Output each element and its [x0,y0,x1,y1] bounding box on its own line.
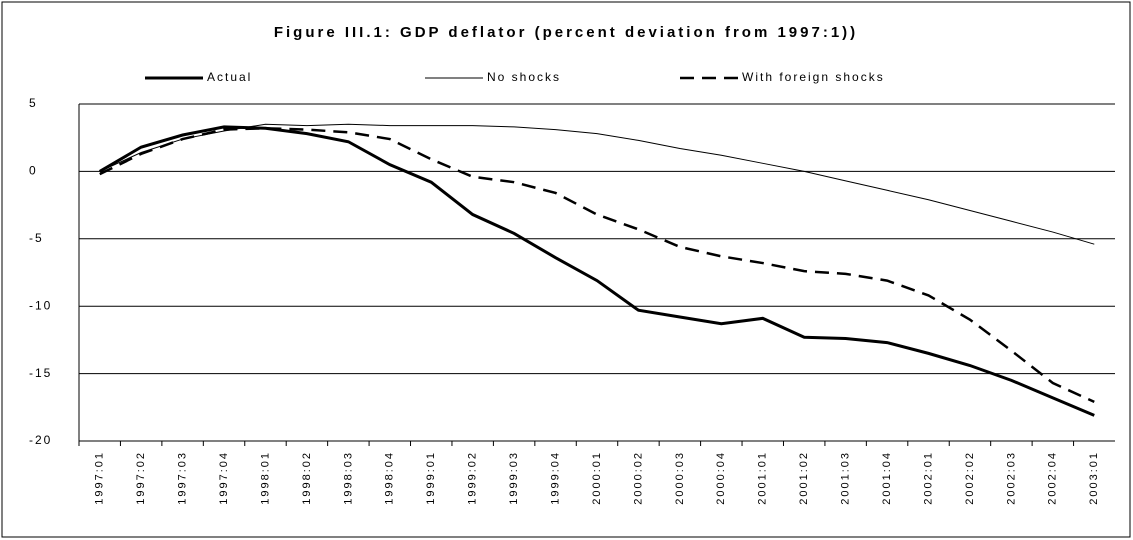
x-tick-label: 2001:01 [757,451,769,505]
x-tick-label: 1997:02 [135,451,147,505]
x-tick-label: 1998:01 [259,451,271,505]
x-tick-label: 1999:02 [467,451,479,505]
x-tick-label: 1999:01 [425,451,437,505]
x-tick-label: 2000:04 [715,451,727,505]
x-tick-label: 2001:02 [798,451,810,505]
y-tick-label: -15 [29,366,52,380]
series-line [99,123,1095,245]
chart-title: Figure III.1: GDP deflator (percent devi… [274,24,858,41]
x-tick-label: 1997:04 [218,451,230,505]
legend-label: No shocks [487,70,561,84]
series-line [99,127,1095,404]
x-tick-label: 1998:02 [301,451,313,505]
x-tick-label: 2001:03 [840,451,852,505]
y-tick-label: 0 [29,164,38,178]
x-tick-label: 2002:04 [1047,451,1059,505]
x-tick-label: 2000:02 [632,451,644,505]
legend-label: Actual [207,70,252,84]
x-tick-label: 2003:01 [1088,451,1100,505]
y-tick-label: -20 [29,433,52,447]
x-tick-label: 2002:02 [964,451,976,505]
y-tick-label: -5 [29,231,44,245]
series-line [98,125,1095,417]
x-tick-label: 2000:03 [674,451,686,505]
x-tick-label: 1997:01 [94,451,106,505]
y-tick-label: -10 [29,298,52,312]
x-tick-label: 1998:04 [384,451,396,505]
legend-label: With foreign shocks [742,70,885,84]
x-tick-label: 1998:03 [342,451,354,505]
y-tick-label: 5 [29,96,38,110]
x-tick-label: 2002:01 [922,451,934,505]
x-tick-label: 2002:03 [1005,451,1017,505]
x-tick-label: 2000:01 [591,451,603,505]
x-tick-label: 1997:03 [177,451,189,505]
x-tick-label: 1999:04 [549,451,561,505]
x-tick-label: 1999:03 [508,451,520,505]
x-tick-label: 2001:04 [881,451,893,505]
